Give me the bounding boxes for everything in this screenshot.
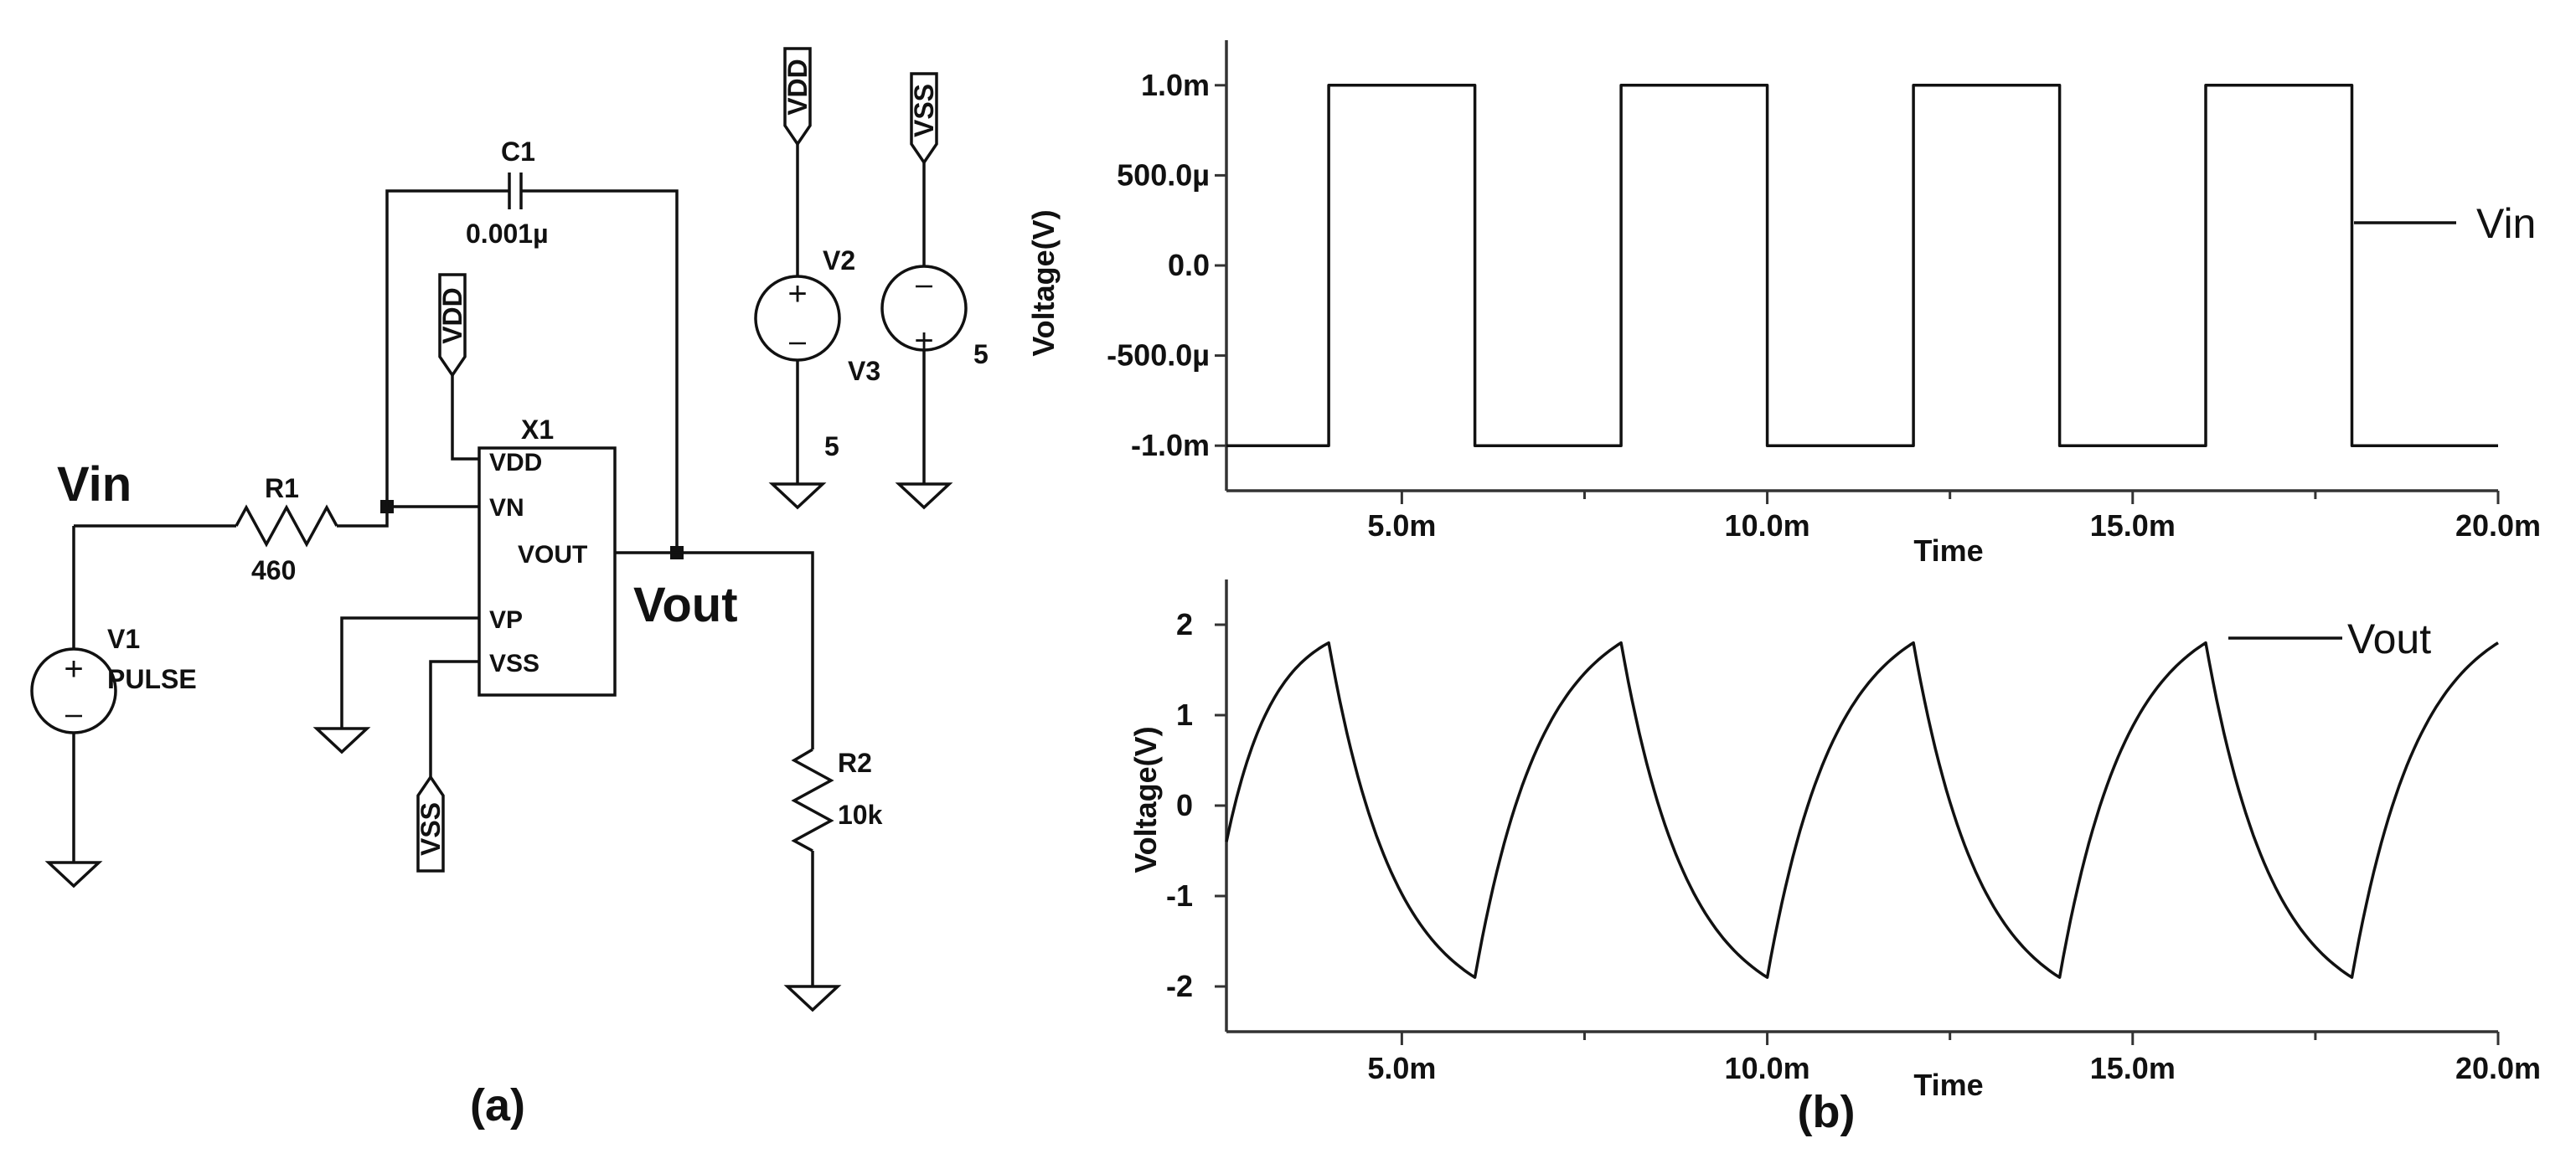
v1-name-label: V1 xyxy=(107,624,140,654)
vdd-pin-wire xyxy=(451,375,479,461)
vout-x-tick-label: 5.0m xyxy=(1367,1051,1436,1085)
pin-vss-label: VSS xyxy=(489,650,539,677)
vdd-flag-label: VDD xyxy=(782,59,813,116)
ground-symbol xyxy=(312,727,371,755)
vss-net-flag xyxy=(910,72,938,166)
vin-x-ticks: 5.0m 10.0m 15.0m 20.0m xyxy=(1367,491,2541,543)
vout-y-tick-label: -1 xyxy=(1166,878,1193,913)
vdd-net-flag xyxy=(438,273,467,379)
x1-name-label: X1 xyxy=(521,415,554,445)
vout-y-axis-label: Voltage(V) xyxy=(1128,726,1163,873)
vin-legend-label: Vin xyxy=(2476,200,2536,247)
v3-plus-sign: + xyxy=(914,322,933,359)
vin-y-tick-label: -1.0m xyxy=(1131,428,1210,462)
ground-symbol xyxy=(44,861,103,888)
vin-y-tick-label: 0.0 xyxy=(1168,248,1210,282)
vin-y-axis-label: Voltage(V) xyxy=(1026,209,1061,356)
plots-caption: (b) xyxy=(1798,1087,1856,1137)
r1-to-vn-wire xyxy=(337,505,479,528)
vss-net-flag xyxy=(416,774,445,873)
r2-name-label: R2 xyxy=(838,748,872,778)
opamp-x1-box xyxy=(478,446,617,697)
feedback-wire xyxy=(385,189,509,507)
r2-value-label: 10k xyxy=(838,800,883,830)
vout-x-axis-label: Time xyxy=(1913,1068,1983,1102)
vin-y-tick-label: -500.0µ xyxy=(1107,338,1210,373)
vout-x-tick-label: 20.0m xyxy=(2455,1051,2541,1085)
vdd-net-flag xyxy=(783,47,812,147)
vin-series-line xyxy=(1226,84,2498,447)
r1-value-label: 460 xyxy=(251,555,296,585)
vin-y-tick-label: 1.0m xyxy=(1141,68,1210,102)
v2-name-label: V2 xyxy=(823,245,855,276)
v2-plus-sign: + xyxy=(787,276,807,312)
vout-wire xyxy=(615,551,814,749)
vp-wire xyxy=(340,616,479,729)
vout-x-tick-label: 10.0m xyxy=(1725,1051,1810,1085)
vout-series-line xyxy=(1225,641,2499,979)
vin-y-ticks: 1.0m 500.0µ 0.0 -500.0µ -1.0m xyxy=(1107,68,1226,462)
vdd-flag-label: VDD xyxy=(437,287,467,344)
vout-chart: 2 1 0 -1 -2 5.0m 10.0m 15.0m 20.0m Voltage(V) T… xyxy=(1128,579,2541,1102)
pin-vn-label: VN xyxy=(489,494,524,522)
vin-x-tick-label: 20.0m xyxy=(2455,508,2541,543)
v3-name-label: V3 xyxy=(848,356,880,386)
vss-flag-label: VSS xyxy=(416,802,446,856)
vout-legend-label: Vout xyxy=(2347,615,2431,662)
vin-node-label: Vin xyxy=(57,457,132,512)
ground-symbol xyxy=(768,482,827,510)
vin-x-axis-label: Time xyxy=(1913,533,1983,568)
c1-value-label: 0.001µ xyxy=(466,219,549,249)
vout-x-tick-label: 15.0m xyxy=(2090,1051,2176,1085)
v2-value-label: 5 xyxy=(824,431,839,461)
ground-symbol xyxy=(783,985,842,1012)
c1-capacitor-symbol xyxy=(508,173,523,209)
vin-x-tick-label: 10.0m xyxy=(1725,508,1810,543)
feedback-wire-right xyxy=(521,189,679,553)
c1-name-label: C1 xyxy=(501,136,535,167)
ground-symbol xyxy=(895,482,953,510)
r1-name-label: R1 xyxy=(265,473,299,503)
vss-pin-wire xyxy=(429,660,479,777)
vout-y-tick-label: -2 xyxy=(1166,969,1193,1003)
schematic-panel: + VDD VSS VDD + xyxy=(30,47,989,1131)
pin-vdd-label: VDD xyxy=(489,449,542,476)
vout-node-label: Vout xyxy=(633,578,738,632)
vin-chart: 1.0m 500.0µ 0.0 -500.0µ -1.0m 5.0m 10.0m 15.0m… xyxy=(1026,40,2541,568)
vss-flag-label: VSS xyxy=(909,84,939,137)
vin-x-tick-label: 5.0m xyxy=(1367,508,1436,543)
r2-resistor-symbol xyxy=(791,748,834,852)
schematic-caption: (a) xyxy=(470,1080,525,1131)
pin-vp-label: VP xyxy=(489,606,523,634)
pin-vout-label: VOUT xyxy=(518,541,587,569)
vout-y-ticks: 2 1 0 -1 -2 xyxy=(1166,607,1226,1003)
v3-value-label: 5 xyxy=(973,339,989,369)
vout-y-tick-label: 2 xyxy=(1176,607,1193,641)
vout-y-tick-label: 1 xyxy=(1176,698,1193,732)
vin-y-tick-label: 500.0µ xyxy=(1117,157,1210,192)
vout-y-tick-label: 0 xyxy=(1176,788,1193,822)
v1-value-label: PULSE xyxy=(107,664,197,694)
vin-x-tick-label: 15.0m xyxy=(2090,508,2176,543)
vout-x-ticks: 5.0m 10.0m 15.0m 20.0m xyxy=(1367,1032,2541,1085)
r1-resistor-symbol xyxy=(235,504,338,548)
v1-plus-sign: + xyxy=(64,651,83,688)
